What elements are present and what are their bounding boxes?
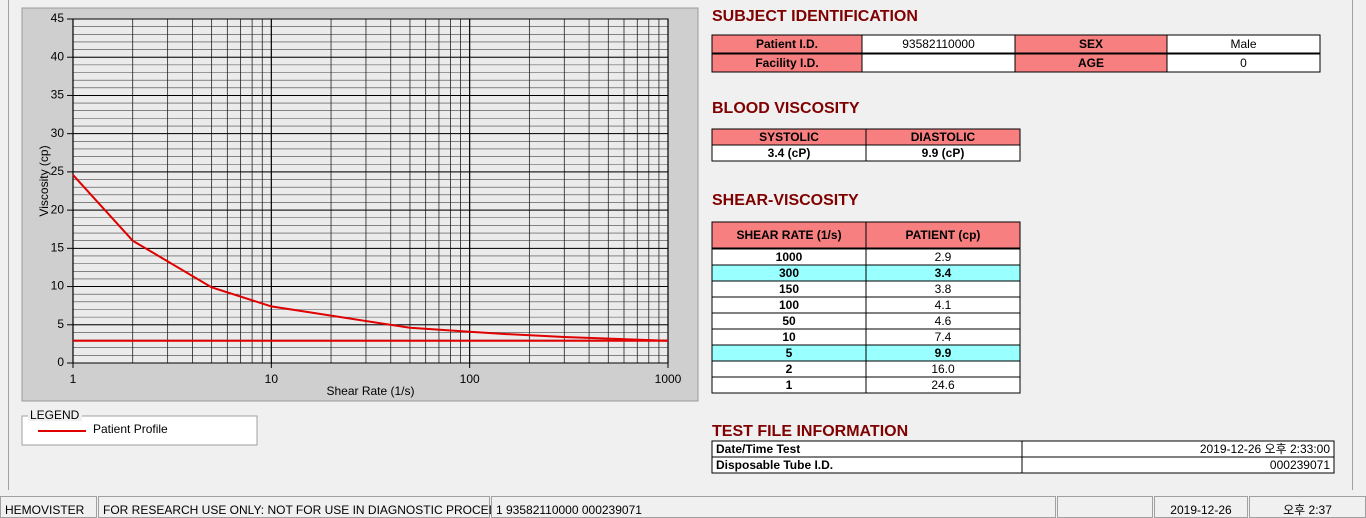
cell-text: 16.0 — [931, 362, 955, 376]
x-tick-label: 100 — [460, 372, 480, 386]
cell-text: 100 — [779, 298, 799, 312]
y-tick-label: 15 — [51, 241, 65, 255]
table-cell — [865, 221, 1021, 249]
cell-text: 2019-12-26 오후 2:33:00 — [1200, 442, 1330, 456]
cell-text: 3.8 — [935, 282, 952, 296]
cell-text: SHEAR RATE (1/s) — [736, 228, 841, 242]
plot-area — [73, 19, 668, 363]
cell-text: 93582110000 — [902, 37, 975, 51]
y-tick-label: 40 — [51, 49, 65, 63]
cell-text: 1000 — [776, 250, 803, 264]
cell-text: AGE — [1078, 56, 1104, 70]
cell-text: Male — [1230, 37, 1256, 51]
cell-text: 4.1 — [935, 298, 952, 312]
legend-label: Patient Profile — [93, 422, 168, 436]
x-tick-label: 1000 — [655, 372, 682, 386]
table-cell — [1166, 53, 1321, 73]
legend-title: LEGEND — [30, 408, 80, 422]
legend-title-bg — [28, 409, 82, 421]
cell-text: 2.9 — [935, 250, 952, 264]
table-cell — [1166, 34, 1321, 54]
plot-border — [72, 18, 669, 364]
status-text: 1 93582110000 000239071 — [496, 503, 642, 517]
table-cell — [861, 53, 1016, 73]
status-text: 오후 2:37 — [1283, 503, 1332, 517]
cell-text: 9.9 (cP) — [922, 146, 965, 160]
y-tick-label: 0 — [57, 355, 64, 369]
status-text: 2019-12-26 — [1170, 503, 1232, 517]
frame-edge — [1352, 0, 1353, 490]
x-axis-label: Shear Rate (1/s) — [326, 384, 414, 398]
y-tick-label: 30 — [51, 126, 65, 140]
x-tick-label: 1 — [70, 372, 77, 386]
y-tick-label: 25 — [51, 164, 65, 178]
x-tick-label: 10 — [265, 372, 279, 386]
cell-text: 150 — [779, 282, 799, 296]
cell-text: 10 — [782, 330, 796, 344]
y-tick-label: 5 — [57, 317, 64, 331]
table-cell — [865, 376, 1021, 394]
section-title: TEST FILE INFORMATION — [712, 423, 908, 440]
cell-text: 5 — [786, 346, 793, 360]
cell-text: SEX — [1079, 37, 1103, 51]
y-tick-label: 20 — [51, 202, 65, 216]
cell-text: 3.4 — [935, 266, 952, 280]
cell-text: 7.4 — [935, 330, 952, 344]
cell-text: Disposable Tube I.D. — [716, 458, 833, 472]
cell-text: PATIENT (cp) — [906, 228, 981, 242]
cell-text: 000239071 — [1270, 458, 1330, 472]
section-title: BLOOD VISCOSITY — [712, 100, 860, 117]
table-cell — [1021, 456, 1335, 474]
section-title: SUBJECT IDENTIFICATION — [712, 8, 918, 25]
cell-text: 9.9 — [935, 346, 952, 360]
y-tick-label: 45 — [51, 11, 65, 25]
y-tick-label: 35 — [51, 88, 65, 102]
frame-edge — [8, 0, 9, 490]
cell-text: DIASTOLIC — [911, 130, 976, 144]
cell-text: 4.6 — [935, 314, 952, 328]
cell-text: 3.4 (cP) — [768, 146, 811, 160]
table-cell — [711, 221, 867, 249]
status-text: FOR RESEARCH USE ONLY: NOT FOR USE IN DI… — [103, 503, 531, 517]
y-axis-label: Viscosity (cp) — [37, 145, 51, 216]
cell-text: 24.6 — [931, 378, 955, 392]
section-title: SHEAR-VISCOSITY — [712, 192, 859, 209]
cell-text: 0 — [1240, 56, 1247, 70]
cell-text: Patient I.D. — [756, 37, 818, 51]
cell-text: Date/Time Test — [716, 442, 800, 456]
cell-text: Facility I.D. — [755, 56, 818, 70]
y-tick-label: 10 — [51, 279, 65, 293]
cell-text: 50 — [782, 314, 796, 328]
table-cell — [865, 144, 1021, 162]
cell-text: 2 — [786, 362, 793, 376]
series-line — [72, 174, 669, 342]
cell-text: 1 — [786, 378, 793, 392]
status-segment — [1057, 496, 1153, 518]
cell-text: 300 — [779, 266, 799, 280]
cell-text: SYSTOLIC — [759, 130, 819, 144]
status-text: HEMOVISTER — [5, 503, 85, 517]
